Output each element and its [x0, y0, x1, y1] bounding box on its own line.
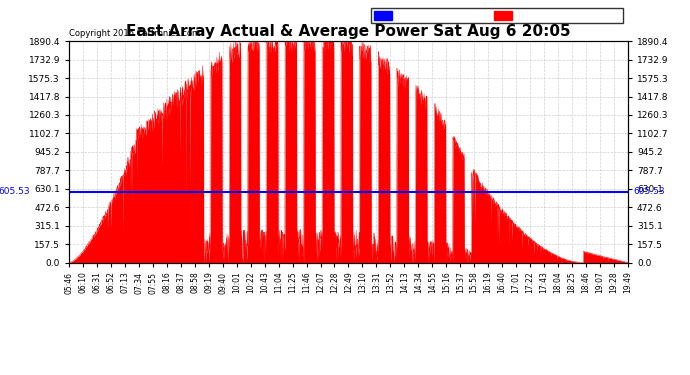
Text: 605.53: 605.53 [0, 187, 30, 196]
Text: Copyright 2016 Cartronics.com: Copyright 2016 Cartronics.com [69, 29, 200, 38]
Text: 605.53: 605.53 [633, 187, 665, 196]
Legend: Average  (DC Watts), East Array  (DC Watts): Average (DC Watts), East Array (DC Watts… [371, 8, 623, 23]
Title: East Array Actual & Average Power Sat Aug 6 20:05: East Array Actual & Average Power Sat Au… [126, 24, 571, 39]
